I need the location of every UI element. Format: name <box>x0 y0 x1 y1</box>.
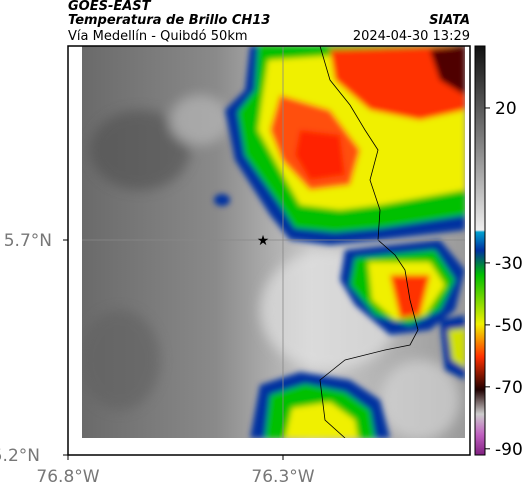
map-frame <box>67 45 471 456</box>
svg-text:★: ★ <box>257 233 270 249</box>
route: Vía Medellín - Quibdó 50km <box>68 29 248 44</box>
colorbar-tick-label: -30 <box>495 254 523 274</box>
satellite-image: ★ <box>82 46 465 438</box>
map-axes: 5.7°N 5.2°N 76.8°W 76.3°W <box>0 231 315 487</box>
lon-label: 76.8°W <box>36 467 99 487</box>
colorbar-tick-label: -50 <box>495 316 523 336</box>
source: GOES-EAST <box>68 0 152 14</box>
colorbar-scale <box>474 45 486 456</box>
product: Temperatura de Brillo CH13 <box>68 13 270 28</box>
agency: SIATA <box>429 13 470 28</box>
colorbar: 20 -30 -50 -70 -90 <box>474 45 523 460</box>
datetime: 2024-04-30 13:29 <box>353 29 470 44</box>
lat-label: 5.2°N <box>0 446 40 466</box>
colorbar-tick-label: 20 <box>495 99 517 119</box>
lon-label: 76.3°W <box>251 467 314 487</box>
colorbar-tick-label: -90 <box>495 440 523 460</box>
colorbar-tick-label: -70 <box>495 378 523 398</box>
lat-label: 5.7°N <box>4 231 52 251</box>
